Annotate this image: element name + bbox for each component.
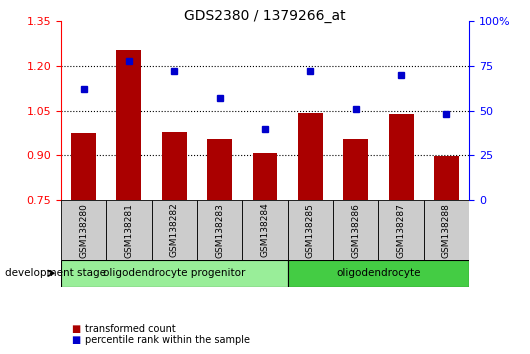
Text: GSM138288: GSM138288 [442, 202, 451, 258]
Bar [423, 200, 469, 260]
Text: oligodendrocyte: oligodendrocyte [336, 268, 421, 279]
Text: ■: ■ [72, 335, 81, 345]
Text: GSM138280: GSM138280 [79, 202, 88, 258]
Bar [288, 200, 333, 260]
Bar [378, 200, 423, 260]
Bar [343, 139, 368, 200]
Bar [107, 200, 152, 260]
Bar [434, 156, 459, 200]
Bar [162, 132, 187, 200]
Bar [71, 133, 96, 200]
Text: GSM138282: GSM138282 [170, 203, 179, 257]
Text: ■: ■ [72, 324, 81, 334]
Bar [333, 200, 378, 260]
Text: development stage: development stage [5, 268, 107, 278]
Text: GSM138284: GSM138284 [261, 203, 269, 257]
Bar [152, 200, 197, 260]
Text: GSM138287: GSM138287 [396, 202, 405, 258]
Text: percentile rank within the sample: percentile rank within the sample [85, 335, 250, 345]
Bar [197, 200, 242, 260]
Text: oligodendrocyte progenitor: oligodendrocyte progenitor [103, 268, 245, 279]
Text: transformed count: transformed count [85, 324, 175, 334]
Bar [242, 200, 288, 260]
Bar [252, 153, 278, 200]
Text: GSM138281: GSM138281 [125, 202, 134, 258]
Text: GSM138285: GSM138285 [306, 202, 315, 258]
Bar [117, 50, 142, 200]
Bar [207, 139, 232, 200]
Text: GSM138286: GSM138286 [351, 202, 360, 258]
Bar [61, 200, 107, 260]
Bar [288, 260, 469, 287]
Bar [388, 114, 413, 200]
Text: GSM138283: GSM138283 [215, 202, 224, 258]
Bar [298, 113, 323, 200]
Bar [61, 260, 288, 287]
Text: GDS2380 / 1379266_at: GDS2380 / 1379266_at [184, 9, 346, 23]
